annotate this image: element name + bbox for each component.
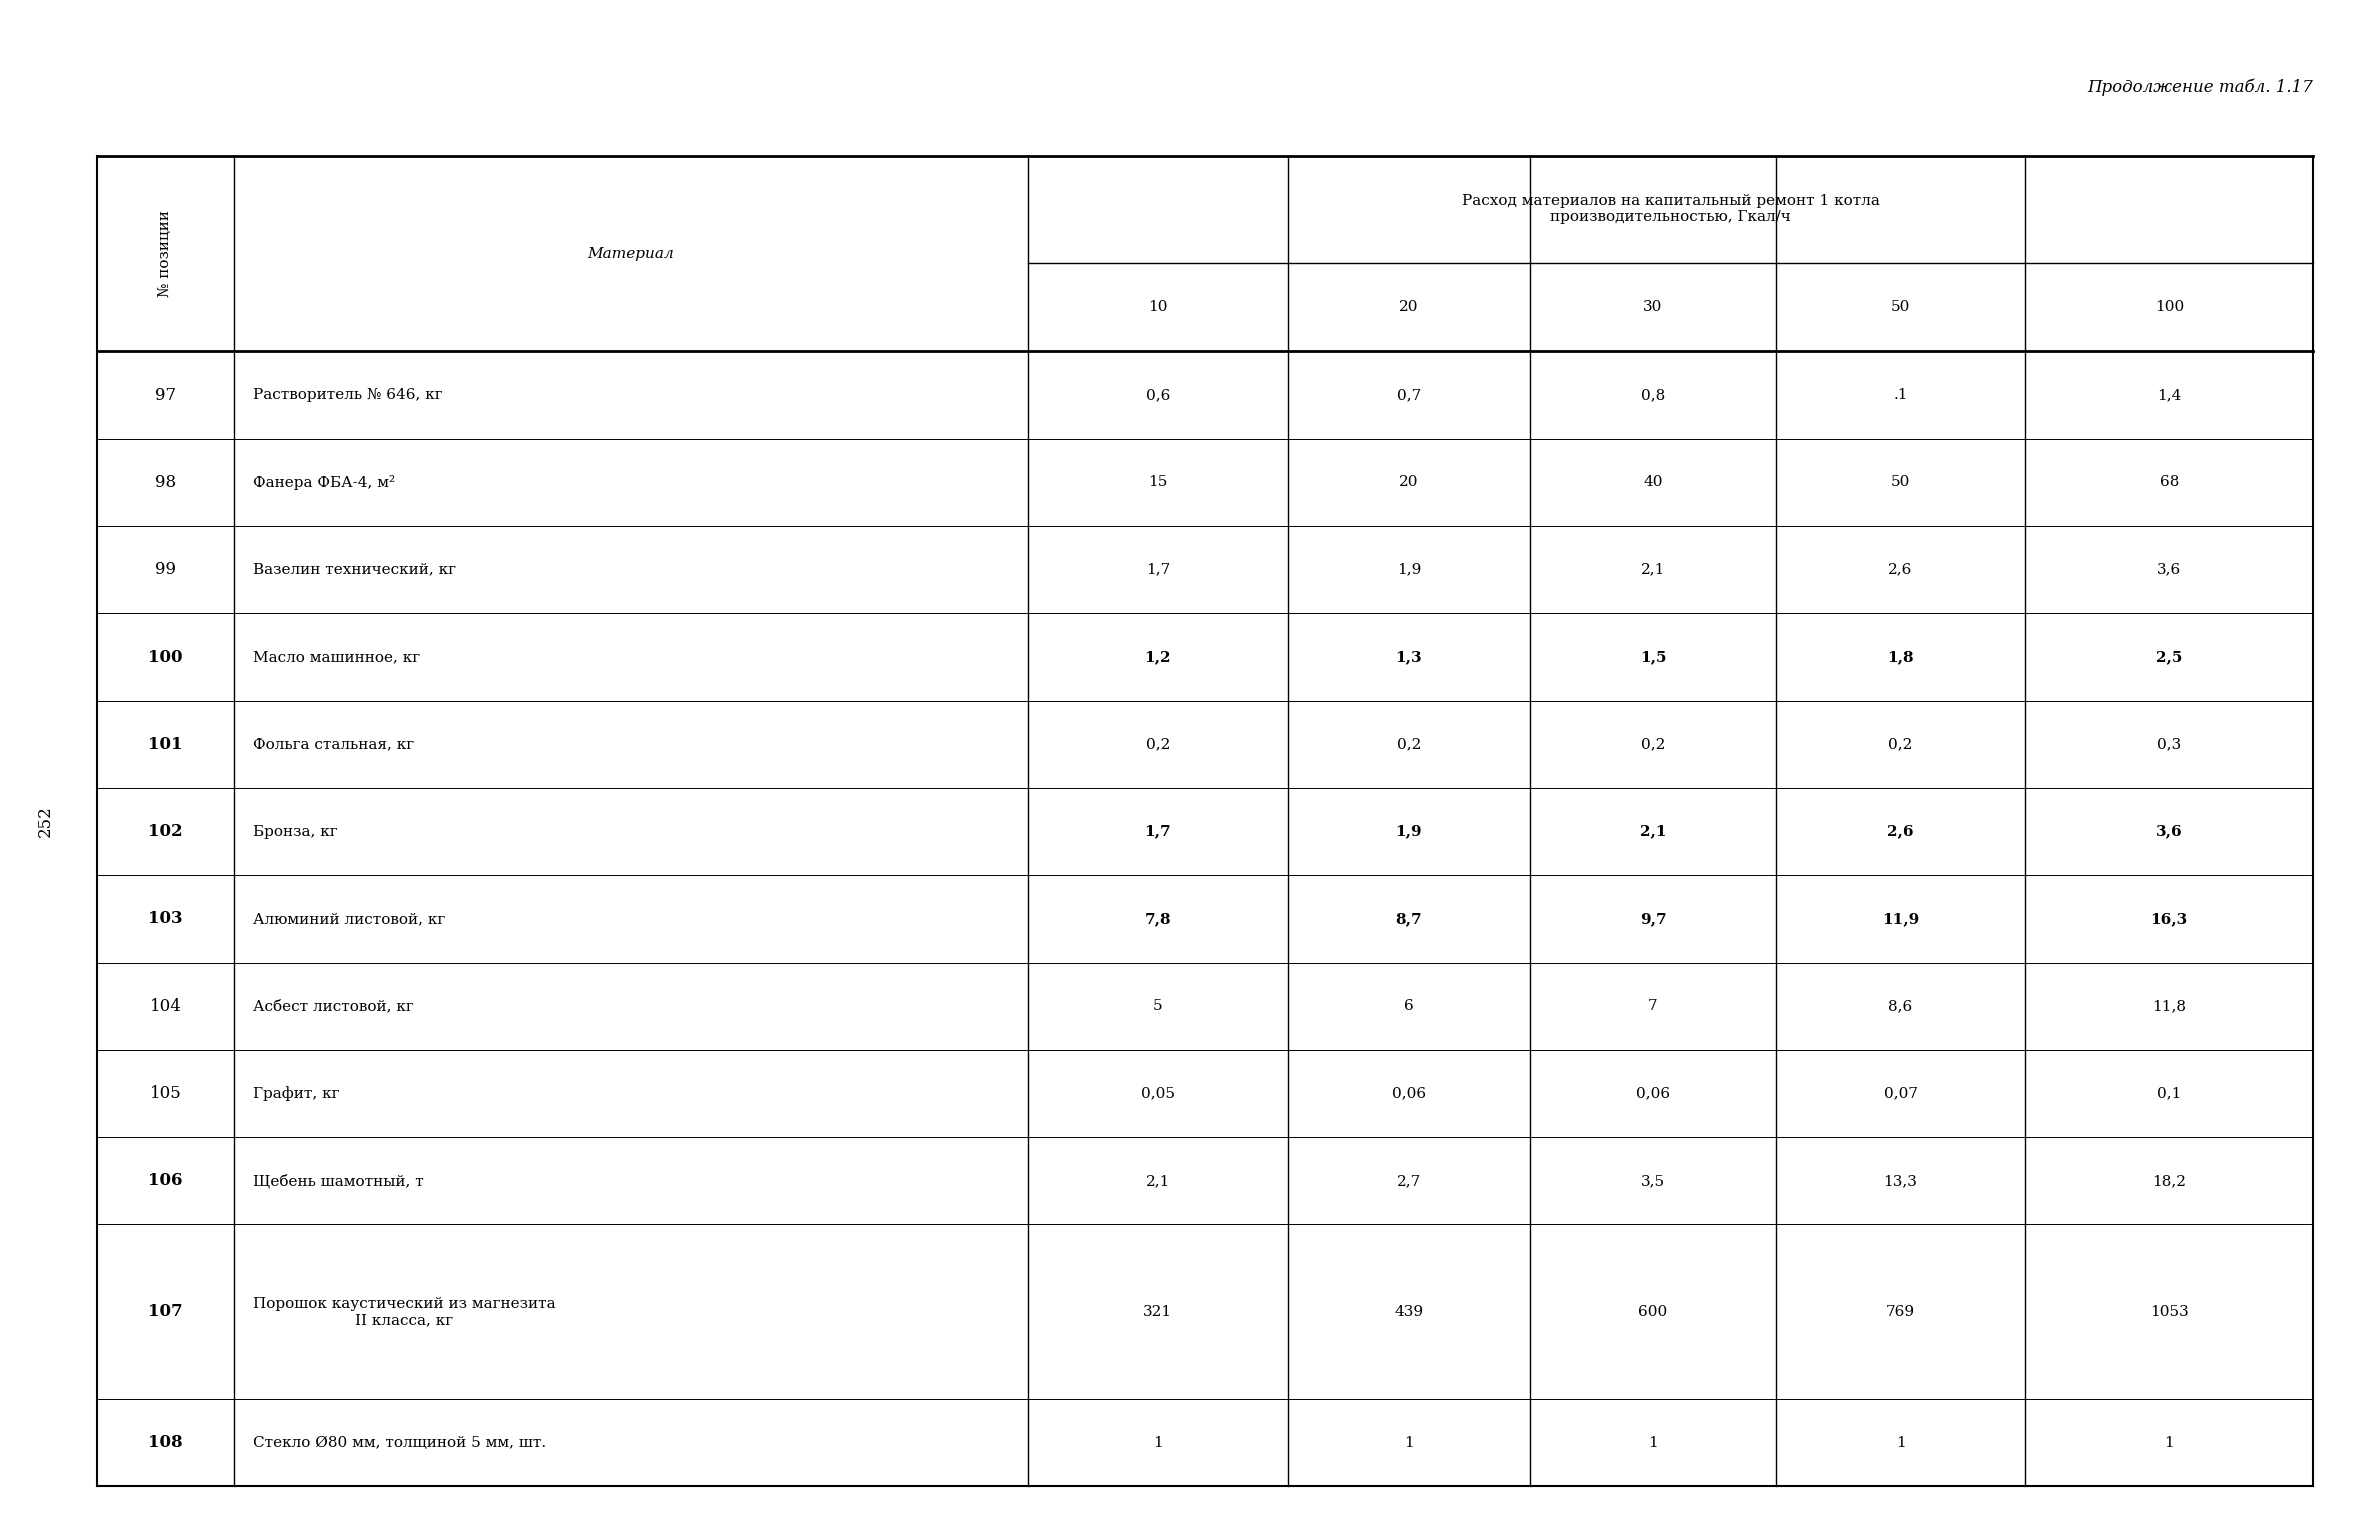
Text: 321: 321 (1144, 1305, 1172, 1319)
Text: 50: 50 (1890, 301, 1909, 315)
Text: 7,8: 7,8 (1144, 912, 1172, 926)
Text: 30: 30 (1642, 301, 1664, 315)
Text: 0,2: 0,2 (1146, 737, 1170, 751)
Text: 101: 101 (149, 735, 182, 752)
Text: 2,5: 2,5 (2155, 649, 2183, 665)
Text: 1,3: 1,3 (1397, 649, 1423, 665)
Text: 13,3: 13,3 (1883, 1174, 1916, 1188)
Text: Алюминий листовой, кг: Алюминий листовой, кг (253, 912, 444, 926)
Text: 99: 99 (156, 562, 175, 579)
Text: 1,9: 1,9 (1397, 563, 1420, 577)
Text: 1,9: 1,9 (1397, 824, 1423, 838)
Text: 7: 7 (1647, 999, 1659, 1013)
Text: Продолжение табл. 1.17: Продолжение табл. 1.17 (2087, 78, 2313, 95)
Text: 18,2: 18,2 (2153, 1174, 2186, 1188)
Text: 439: 439 (1394, 1305, 1423, 1319)
Text: 5: 5 (1153, 999, 1163, 1013)
Text: 0,6: 0,6 (1146, 388, 1170, 402)
Text: 100: 100 (149, 648, 182, 666)
Text: 103: 103 (149, 910, 182, 927)
Text: 0,8: 0,8 (1640, 388, 1666, 402)
Text: 9,7: 9,7 (1640, 912, 1666, 926)
Text: 1,8: 1,8 (1888, 649, 1914, 665)
Text: 10: 10 (1148, 301, 1167, 315)
Text: 2,6: 2,6 (1888, 824, 1914, 838)
Text: 102: 102 (149, 823, 182, 840)
Text: 1: 1 (1404, 1435, 1413, 1449)
Text: Масло машинное, кг: Масло машинное, кг (253, 649, 421, 665)
Text: 106: 106 (149, 1173, 182, 1190)
Text: Фанера ФБА-4, м²: Фанера ФБА-4, м² (253, 474, 395, 490)
Text: 3,6: 3,6 (2155, 824, 2183, 838)
Text: 0,06: 0,06 (1635, 1087, 1671, 1101)
Text: 1: 1 (1647, 1435, 1659, 1449)
Text: 50: 50 (1890, 476, 1909, 490)
Text: 1: 1 (2165, 1435, 2174, 1449)
Text: 6: 6 (1404, 999, 1413, 1013)
Text: 20: 20 (1399, 476, 1418, 490)
Text: 16,3: 16,3 (2150, 912, 2188, 926)
Text: Щебень шамотный, т: Щебень шамотный, т (253, 1174, 423, 1188)
Text: 600: 600 (1638, 1305, 1668, 1319)
Text: 0,7: 0,7 (1397, 388, 1420, 402)
Text: 1: 1 (1895, 1435, 1905, 1449)
Text: 0,2: 0,2 (1640, 737, 1666, 751)
Text: 108: 108 (149, 1434, 182, 1451)
Text: 2,1: 2,1 (1640, 824, 1666, 838)
Text: 1,2: 1,2 (1144, 649, 1172, 665)
Text: Порошок каустический из магнезита
II класса, кг: Порошок каустический из магнезита II кла… (253, 1297, 555, 1326)
Text: 0,2: 0,2 (1888, 737, 1912, 751)
Text: 40: 40 (1642, 476, 1664, 490)
Text: 8,6: 8,6 (1888, 999, 1912, 1013)
Text: 104: 104 (149, 998, 182, 1015)
Text: 105: 105 (149, 1085, 182, 1102)
Text: 98: 98 (156, 474, 175, 491)
Text: 0,06: 0,06 (1392, 1087, 1425, 1101)
Text: 11,9: 11,9 (1881, 912, 1919, 926)
Text: .1: .1 (1893, 388, 1907, 402)
Text: 8,7: 8,7 (1397, 912, 1423, 926)
Text: 252: 252 (38, 806, 54, 837)
Text: Растворитель № 646, кг: Растворитель № 646, кг (253, 388, 442, 402)
Text: 68: 68 (2160, 476, 2179, 490)
Text: 1,4: 1,4 (2157, 388, 2181, 402)
Text: 1,7: 1,7 (1146, 563, 1170, 577)
Text: 3,6: 3,6 (2157, 563, 2181, 577)
Text: 769: 769 (1886, 1305, 1914, 1319)
Text: 97: 97 (156, 387, 175, 404)
Text: 2,7: 2,7 (1397, 1174, 1420, 1188)
Text: 0,07: 0,07 (1883, 1087, 1916, 1101)
Text: 3,5: 3,5 (1640, 1174, 1666, 1188)
Text: 2,1: 2,1 (1146, 1174, 1170, 1188)
Text: Асбест листовой, кг: Асбест листовой, кг (253, 999, 414, 1013)
Text: 0,05: 0,05 (1141, 1087, 1174, 1101)
Text: Расход материалов на капитальный ремонт 1 котла
производительностью, Гкал/ч: Расход материалов на капитальный ремонт … (1463, 193, 1879, 224)
Text: Графит, кг: Графит, кг (253, 1087, 340, 1101)
Text: 20: 20 (1399, 301, 1418, 315)
Text: 11,8: 11,8 (2153, 999, 2186, 1013)
Text: 107: 107 (149, 1303, 182, 1320)
Text: Стекло Ø80 мм, толщиной 5 мм, шт.: Стекло Ø80 мм, толщиной 5 мм, шт. (253, 1435, 546, 1449)
Text: 15: 15 (1148, 476, 1167, 490)
Text: Материал: Материал (588, 247, 673, 261)
Text: 100: 100 (2155, 301, 2183, 315)
Text: 1: 1 (1153, 1435, 1163, 1449)
Text: 0,3: 0,3 (2157, 737, 2181, 751)
Text: 0,2: 0,2 (1397, 737, 1420, 751)
Text: 1,5: 1,5 (1640, 649, 1666, 665)
Text: Бронза, кг: Бронза, кг (253, 824, 338, 838)
Text: 0,1: 0,1 (2157, 1087, 2181, 1101)
Text: № позиции: № позиции (158, 210, 172, 298)
Text: 2,1: 2,1 (1640, 563, 1666, 577)
Text: 1,7: 1,7 (1144, 824, 1172, 838)
Text: Вазелин технический, кг: Вазелин технический, кг (253, 563, 456, 577)
Text: Фольга стальная, кг: Фольга стальная, кг (253, 737, 414, 751)
Text: 2,6: 2,6 (1888, 563, 1912, 577)
Text: 1053: 1053 (2150, 1305, 2188, 1319)
